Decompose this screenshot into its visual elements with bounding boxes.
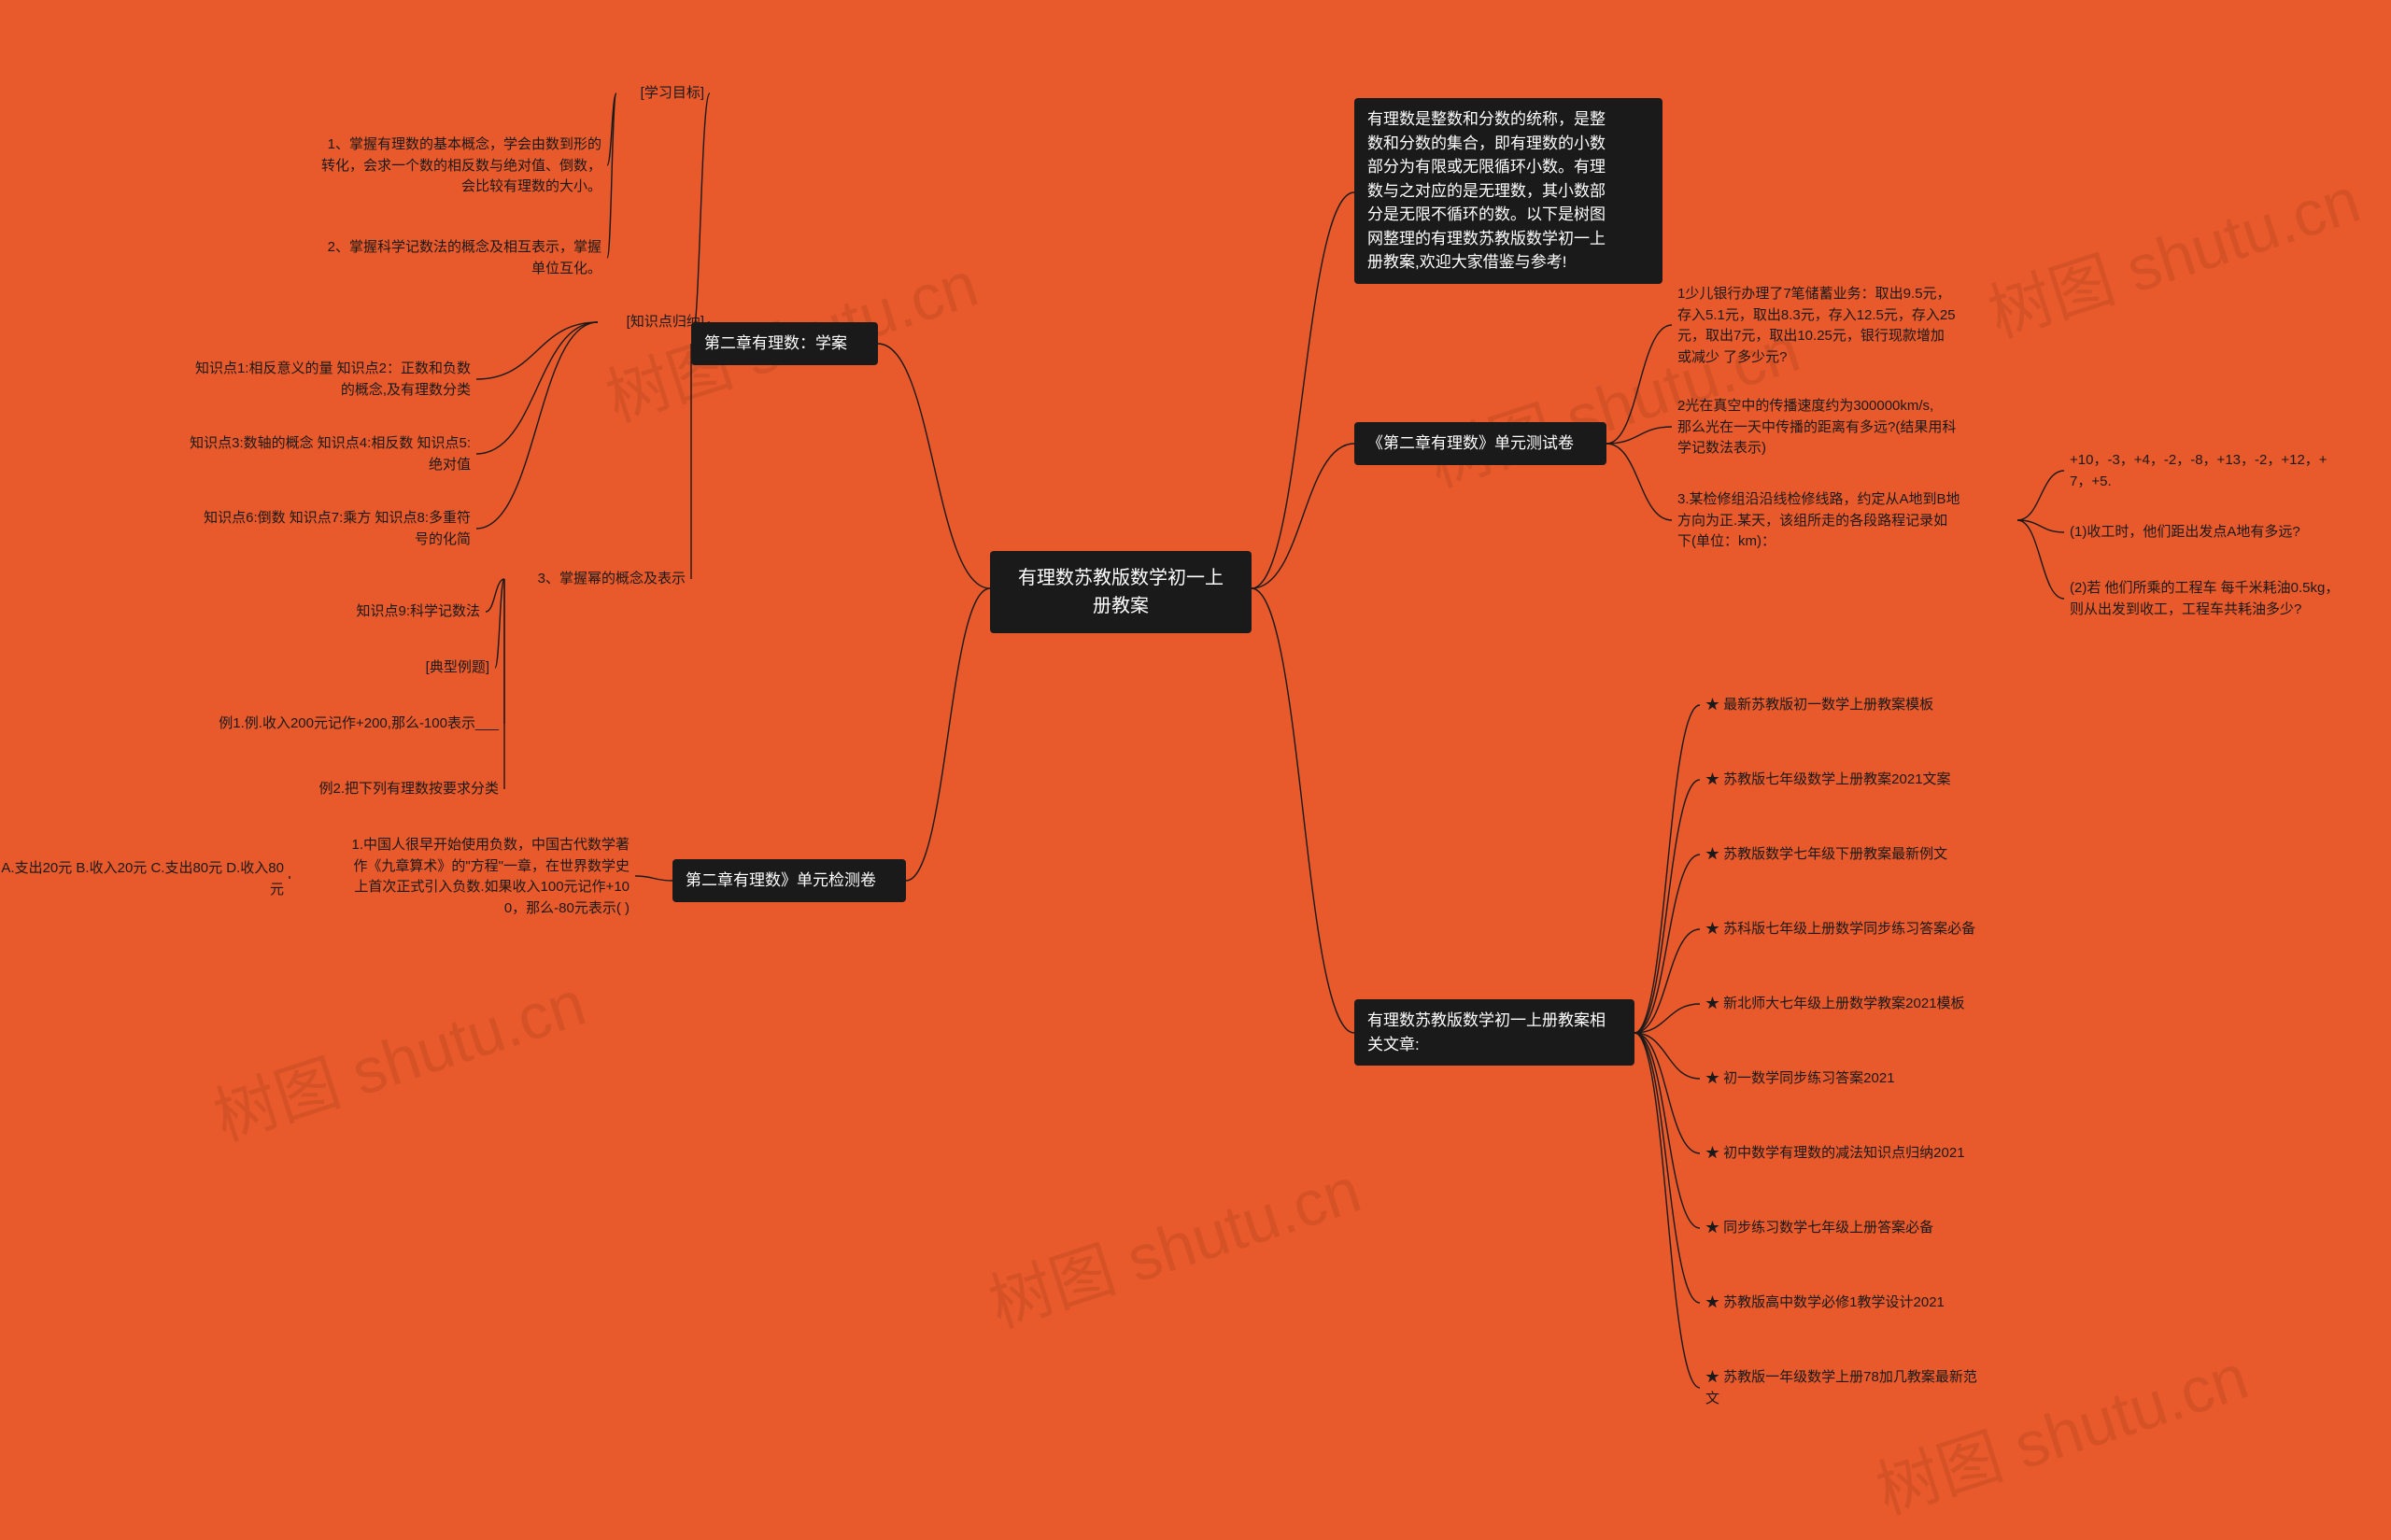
mindmap-node[interactable]: 2、掌握科学记数法的概念及相互表示，掌握 单位互化。 [271, 233, 607, 283]
mindmap-node[interactable]: 1、掌握有理数的基本概念，学会由数到形的 转化，会求一个数的相反数与绝对值、倒数… [271, 131, 607, 202]
watermark: 树图 shutu.cn [976, 1138, 1370, 1345]
mindmap-node[interactable]: (1)收工时，他们距出发点A地有多远? [2064, 518, 2372, 547]
mindmap-node[interactable]: ★ 同步练习数学七年级上册答案必备 [1700, 1214, 1980, 1243]
mindmap-node[interactable]: 《第二章有理数》单元测试卷 [1354, 422, 1606, 465]
mindmap-node[interactable]: ★ 初一数学同步练习答案2021 [1700, 1065, 1961, 1094]
mindmap-node[interactable]: 例2.把下列有理数按要求分类 [290, 775, 504, 804]
mindmap-node[interactable]: ★ 苏教版七年级数学上册教案2021文案 [1700, 766, 1999, 795]
mindmap-node[interactable]: 第二章有理数》单元检测卷 [672, 859, 906, 902]
mindmap-node[interactable]: 第二章有理数：学案 [691, 322, 878, 365]
mindmap-node[interactable]: 1少儿银行办理了7笔储蓄业务：取出9.5元， 存入5.1元，取出8.3元，存入1… [1672, 280, 2017, 372]
mindmap-canvas: 树图 shutu.cn 树图 shutu.cn 树图 shutu.cn 树图 shut… [0, 0, 2391, 1540]
mindmap-node[interactable]: 知识点6:倒数 知识点7:乘方 知识点8:多重符 号的化简 [140, 504, 476, 554]
mindmap-node[interactable]: 2光在真空中的传播速度约为300000km/s, 那么光在一天中传播的距离有多远… [1672, 392, 2017, 463]
watermark: 树图 shutu.cn [1863, 1325, 2257, 1532]
mindmap-node[interactable]: ★ 苏教版数学七年级下册教案最新例文 [1700, 841, 1999, 869]
mindmap-node[interactable]: +10，-3，+4，-2，-8，+13，-2，+12，+ 7，+5. [2064, 446, 2372, 496]
mindmap-node[interactable]: 有理数苏教版数学初一上册教案相 关文章: [1354, 999, 1634, 1066]
mindmap-node[interactable]: 知识点1:相反意义的量 知识点2：正数和负数 的概念,及有理数分类 [140, 355, 476, 404]
mindmap-node[interactable]: ★ 苏教版高中数学必修1教学设计2021 [1700, 1289, 1999, 1318]
mindmap-node[interactable]: [学习目标] [616, 79, 710, 108]
mindmap-node[interactable]: ★ 初中数学有理数的减法知识点归纳2021 [1700, 1139, 2008, 1168]
mindmap-node[interactable]: A.支出20元 B.收入20元 C.支出80元 D.收入80 元 [0, 855, 290, 904]
watermark: 树图 shutu.cn [1975, 148, 2370, 355]
watermark: 树图 shutu.cn [201, 952, 595, 1158]
mindmap-node[interactable]: ★ 新北师大七年级上册数学教案2021模板 [1700, 990, 2008, 1019]
mindmap-node[interactable]: 有理数苏教版数学初一上 册教案 [990, 551, 1252, 633]
mindmap-node[interactable]: 知识点9:科学记数法 [318, 598, 486, 627]
mindmap-node[interactable]: ★ 苏科版七年级上册数学同步练习答案必备 [1700, 915, 2017, 944]
mindmap-node[interactable]: 3、掌握幂的概念及表示 [504, 565, 691, 594]
mindmap-node[interactable]: [知识点归纳] [598, 308, 710, 337]
mindmap-node[interactable]: [典型例题] [402, 654, 495, 683]
mindmap-node[interactable]: 有理数是整数和分数的统称，是整 数和分数的集合，即有理数的小数 部分为有限或无限… [1354, 98, 1662, 284]
mindmap-node[interactable]: 1.中国人很早开始使用负数，中国古代数学著 作《九章算术》的"方程"一章，在世界… [290, 831, 635, 923]
mindmap-node[interactable]: ★ 最新苏教版初一数学上册教案模板 [1700, 691, 1999, 720]
mindmap-node[interactable]: 3.某检修组沿沿线检修线路，约定从A地到B地 方向为正.某天，该组所走的各段路程… [1672, 486, 2017, 557]
mindmap-node[interactable]: 例1.例.收入200元记作+200,那么-100表示___ [168, 710, 504, 739]
mindmap-node[interactable]: 知识点3:数轴的概念 知识点4:相反数 知识点5: 绝对值 [140, 430, 476, 479]
mindmap-node[interactable]: (2)若 他们所乘的工程车 每千米耗油0.5kg， 则从出发到收工，工程车共耗油… [2064, 574, 2382, 624]
mindmap-node[interactable]: ★ 苏教版一年级数学上册78加几教案最新范 文 [1700, 1363, 2017, 1413]
